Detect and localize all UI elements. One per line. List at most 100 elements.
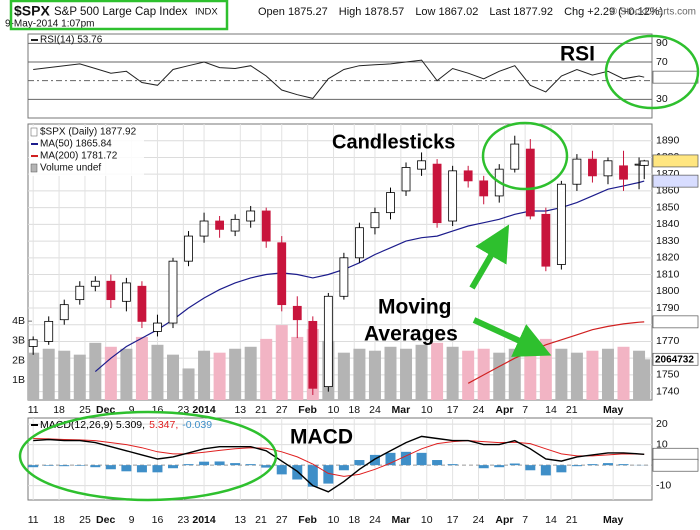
x-tick-label: 25 — [79, 514, 91, 526]
candle-body — [199, 220, 209, 237]
macd-highlight — [18, 410, 278, 502]
value-tag-box — [652, 315, 699, 329]
y-tick-label: 1890 — [656, 135, 680, 147]
quote-item: High 1878.57 — [339, 6, 404, 18]
candle-body — [44, 320, 54, 342]
y-tick-label: 10 — [656, 438, 668, 450]
histogram-bar — [447, 464, 458, 466]
candle-body — [277, 242, 287, 306]
symbol: $SPX — [14, 3, 50, 19]
candle-body — [106, 280, 116, 301]
x-tick-label: 11 — [28, 514, 39, 526]
histogram-bar — [199, 461, 210, 466]
date: 9-May-2014 1:07pm — [5, 19, 95, 30]
volume-bar — [120, 348, 133, 400]
x-tick-label: Apr — [495, 404, 513, 416]
volume-bar — [462, 350, 475, 400]
candle-body — [137, 285, 147, 322]
x-tick-label: Mar — [392, 514, 411, 526]
histogram-bar — [43, 465, 54, 466]
histogram-bar — [245, 464, 256, 466]
x-tick-label: 17 — [447, 514, 459, 526]
legend-label: RSI(14) 53.76 — [40, 35, 103, 46]
value-tag-box — [652, 352, 699, 366]
candle-body — [246, 210, 256, 222]
rsi-highlight — [604, 34, 700, 110]
legend-swatch — [30, 127, 38, 137]
x-tick-label: 17 — [447, 404, 459, 416]
y-tick-label: -10 — [656, 479, 671, 491]
histogram-bar — [587, 464, 598, 466]
candles-annotation: Candlesticks — [332, 131, 455, 153]
panel-frame — [27, 417, 653, 501]
x-tick-label: 7 — [522, 404, 528, 416]
x-tick-label: 9 — [129, 404, 135, 416]
candle-body — [230, 218, 240, 232]
value-tag-box — [652, 458, 699, 472]
value-tag-box — [652, 174, 699, 188]
x-tick-label: 24 — [369, 404, 381, 416]
volume-bar — [508, 348, 521, 400]
volume-bar — [570, 352, 583, 400]
title-highlight — [9, 0, 229, 31]
candle-body — [639, 160, 649, 166]
histogram-bar — [556, 465, 567, 473]
quote: Open 1875.27 High 1878.57 Low 1867.02 La… — [258, 6, 663, 18]
signal-line — [33, 438, 645, 477]
candle-body — [463, 170, 473, 182]
histogram-bar — [618, 464, 629, 466]
x-tick-label: 13 — [234, 404, 246, 416]
candle-body — [323, 295, 333, 388]
candle-body — [619, 165, 628, 180]
macd-annotation: MACD — [290, 426, 353, 449]
x-tick-label: 7 — [522, 514, 528, 526]
x-tick-label: 9 — [129, 514, 135, 526]
x-tick-label: 18 — [348, 404, 360, 416]
candle-body — [370, 212, 380, 229]
rsi-line — [33, 59, 645, 99]
quote-item: Open 1875.27 — [258, 6, 328, 18]
x-tick-label: 13 — [234, 514, 246, 526]
histogram-bar — [354, 460, 365, 466]
candle-body — [556, 183, 566, 265]
y-tick-label: 1840 — [656, 218, 680, 230]
histogram-bar — [136, 465, 147, 473]
candle-body — [479, 180, 489, 197]
volume-bar — [368, 350, 381, 400]
quote-item: Low 1867.02 — [415, 6, 478, 18]
candle-body — [59, 304, 69, 321]
volume-bar — [638, 359, 651, 400]
volume-bar — [586, 350, 599, 400]
panel-frame — [27, 33, 653, 119]
x-tick-label: 18 — [53, 514, 65, 526]
candle-body — [510, 143, 520, 170]
x-tick-label: Feb — [298, 404, 317, 416]
x-tick-label: Dec — [96, 514, 115, 526]
volume-bar — [493, 352, 506, 400]
histogram-bar — [292, 465, 303, 480]
candle-body — [121, 282, 131, 302]
y-tick-label: 1820 — [656, 252, 680, 264]
histogram-bar — [183, 464, 194, 466]
histogram-bar — [602, 463, 613, 466]
candle-body — [401, 167, 411, 192]
volume-bar — [415, 344, 428, 400]
volume-bar — [400, 348, 413, 400]
candle-body — [308, 320, 318, 389]
x-tick-label: 16 — [152, 514, 164, 526]
volume-bar — [539, 338, 552, 400]
x-tick-label: 18 — [53, 404, 65, 416]
moving-average — [467, 321, 645, 384]
x-tick-label: 25 — [79, 404, 91, 416]
volume-bar — [431, 342, 444, 400]
x-tick-label: 10 — [421, 514, 433, 526]
x-tick-label: 21 — [255, 514, 267, 526]
volume-bar — [58, 350, 71, 400]
quote-item: Chg +2.29 (+0.12%) — [564, 6, 663, 18]
histogram-bar — [494, 465, 505, 468]
candle-body — [588, 158, 597, 177]
candle-body — [28, 339, 38, 347]
value-tag-box — [652, 70, 699, 84]
histogram-bar — [571, 465, 582, 467]
candle-body — [572, 158, 582, 185]
